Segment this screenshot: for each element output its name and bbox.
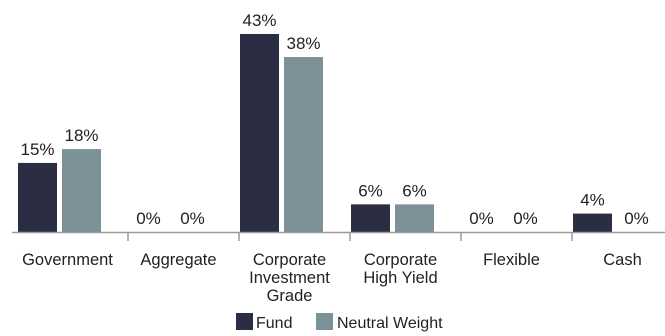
data-label-fund-corporate-high-yield: 6% xyxy=(358,181,383,200)
legend-swatch-fund xyxy=(236,313,253,330)
bar-fund-government xyxy=(18,162,57,232)
category-label-cash: Cash xyxy=(603,251,642,269)
bars-group xyxy=(18,34,612,232)
data-label-fund-aggregate: 0% xyxy=(136,209,161,228)
data-label-neutral-weight-corporate-high-yield: 6% xyxy=(402,181,427,200)
category-label-aggregate: Aggregate xyxy=(140,251,216,269)
legend-label-neutral-weight: Neutral Weight xyxy=(337,315,443,332)
bar-fund-corporate-investment-grade xyxy=(240,34,279,232)
legend-label-fund: Fund xyxy=(256,315,292,332)
bar-fund-corporate-high-yield xyxy=(351,204,390,232)
legend: Fund Neutral Weight xyxy=(236,313,443,332)
data-label-neutral-weight-cash: 0% xyxy=(624,209,649,228)
category-label-government: Government xyxy=(22,251,113,269)
bar-neutral-weight-corporate-high-yield xyxy=(395,204,434,232)
x-axis-ticks xyxy=(127,232,573,241)
bar-neutral-weight-government xyxy=(62,149,101,232)
data-label-neutral-weight-government: 18% xyxy=(64,126,98,145)
category-label-corporate-high-yield: Corporate High Yield xyxy=(363,251,437,287)
data-label-fund-flexible: 0% xyxy=(469,209,494,228)
category-label-corporate-investment-grade: Corporate Investment Grade xyxy=(249,251,330,305)
category-label-flexible: Flexible xyxy=(483,251,540,269)
data-label-fund-cash: 4% xyxy=(580,191,605,210)
bar-fund-cash xyxy=(573,213,612,232)
data-label-neutral-weight-flexible: 0% xyxy=(513,209,538,228)
data-label-neutral-weight-aggregate: 0% xyxy=(180,209,205,228)
legend-swatch-neutral-weight xyxy=(316,313,333,330)
bar-neutral-weight-corporate-investment-grade xyxy=(284,57,323,232)
category-labels-group: Government Aggregate Corporate Investment Gr… xyxy=(22,251,642,305)
data-label-neutral-weight-corporate-investment-grade: 38% xyxy=(286,34,320,53)
data-label-fund-corporate-investment-grade: 43% xyxy=(242,11,276,30)
value-labels-group: 15% 18% 0% 0% 43% 38% 6% 6% 0% 0% 4% 0% xyxy=(20,11,648,228)
data-label-fund-government: 15% xyxy=(20,140,54,159)
